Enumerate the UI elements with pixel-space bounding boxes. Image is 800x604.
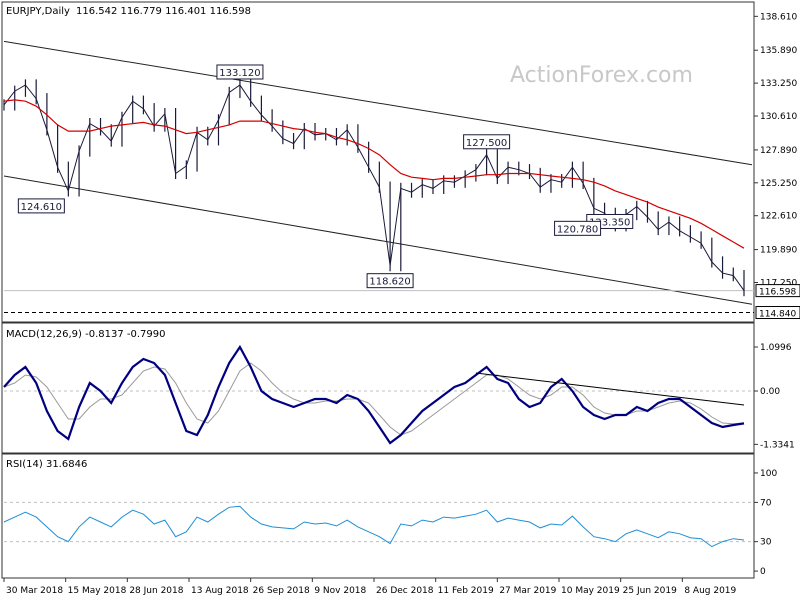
price-annotation: 127.500 bbox=[466, 138, 507, 149]
macd-layer bbox=[3, 344, 754, 445]
price-y-tick-label: 133.250 bbox=[760, 79, 797, 89]
macd-label: MACD(12,26,9) -0.8137 -0.7990 bbox=[6, 329, 166, 340]
watermark: ActionForex.com bbox=[510, 63, 693, 88]
macd-line bbox=[3, 344, 745, 445]
x-tick-label: 15 May 2018 bbox=[68, 586, 127, 596]
last-price-label: 116.598 bbox=[759, 288, 796, 298]
rsi-y-tick-label: 0 bbox=[760, 567, 766, 577]
axis-layer: 138.610 135.890 133.250 130.610 127.890 125.2… bbox=[3, 12, 800, 596]
price-panel-frame bbox=[1, 1, 755, 323]
price-annotation-box bbox=[216, 64, 264, 80]
x-tick-label: 26 Sep 2018 bbox=[253, 586, 310, 596]
price-annotation-box bbox=[17, 198, 65, 214]
macd-y-tick-label: 1.0996 bbox=[760, 343, 792, 353]
price-y-tick-label: 122.610 bbox=[760, 212, 797, 222]
channel-upper-line bbox=[3, 40, 753, 166]
last-price-label-box bbox=[755, 284, 800, 298]
price-annotation: 123.350 bbox=[589, 217, 630, 228]
price-y-tick-label: 117.250 bbox=[760, 278, 797, 288]
rsi-y-tick-label: 30 bbox=[760, 538, 772, 548]
price-annotation: 133.120 bbox=[219, 68, 260, 79]
ohlc-header: 116.542 116.779 116.401 116.598 bbox=[76, 6, 251, 17]
price-annotation-box bbox=[366, 273, 414, 289]
price-annotation: 124.610 bbox=[21, 202, 62, 213]
x-tick-label: 26 Dec 2018 bbox=[376, 586, 434, 596]
rsi-layer bbox=[3, 501, 754, 548]
support-label-box bbox=[755, 306, 800, 320]
x-tick-label: 9 Nov 2018 bbox=[314, 586, 366, 596]
price-annotation: 118.620 bbox=[369, 277, 410, 288]
price-annotation-box bbox=[554, 220, 602, 236]
x-tick-label: 27 Mar 2019 bbox=[499, 586, 556, 596]
price-y-tick-label: 119.890 bbox=[760, 246, 797, 256]
x-tick-label: 30 Mar 2018 bbox=[6, 586, 63, 596]
price-layer: 133.120 124.610 127.500 118.620 123.350120.7… bbox=[3, 40, 754, 314]
x-tick-label: 25 Jun 2019 bbox=[623, 586, 677, 596]
price-y-tick-label: 130.610 bbox=[760, 112, 797, 122]
rsi-panel-frame bbox=[1, 453, 755, 579]
rsi-y-tick-label: 100 bbox=[760, 469, 777, 479]
x-tick-label: 28 Jun 2018 bbox=[129, 586, 183, 596]
x-tick-label: 8 Aug 2019 bbox=[684, 586, 736, 596]
macd-trendline bbox=[475, 372, 745, 406]
x-tick-label: 13 Aug 2018 bbox=[191, 586, 249, 596]
price-y-tick-label: 125.250 bbox=[760, 179, 797, 189]
price-y-tick-label: 135.890 bbox=[760, 46, 797, 56]
macd-panel-frame bbox=[1, 322, 755, 454]
x-tick-label: 11 Feb 2019 bbox=[438, 586, 494, 596]
chart-title: EURJPY,Daily bbox=[6, 6, 70, 17]
rsi-label: RSI(14) 31.6846 bbox=[6, 459, 87, 470]
macd-y-tick-label: -1.3341 bbox=[760, 440, 795, 450]
x-tick-label: 10 May 2019 bbox=[561, 586, 620, 596]
rsi-line bbox=[3, 505, 745, 548]
macd-y-tick-label: 0.00 bbox=[760, 387, 780, 397]
support-label: 114.840 bbox=[759, 310, 796, 320]
price-annotation: 120.780 bbox=[557, 224, 598, 235]
price-y-tick-label: 138.610 bbox=[760, 12, 797, 22]
rsi-y-tick-label: 70 bbox=[760, 498, 772, 508]
moving-average-line bbox=[3, 99, 745, 249]
channel-lower-line bbox=[3, 175, 753, 305]
price-annotation-box bbox=[463, 134, 511, 150]
price-y-tick-label: 127.890 bbox=[760, 146, 797, 156]
